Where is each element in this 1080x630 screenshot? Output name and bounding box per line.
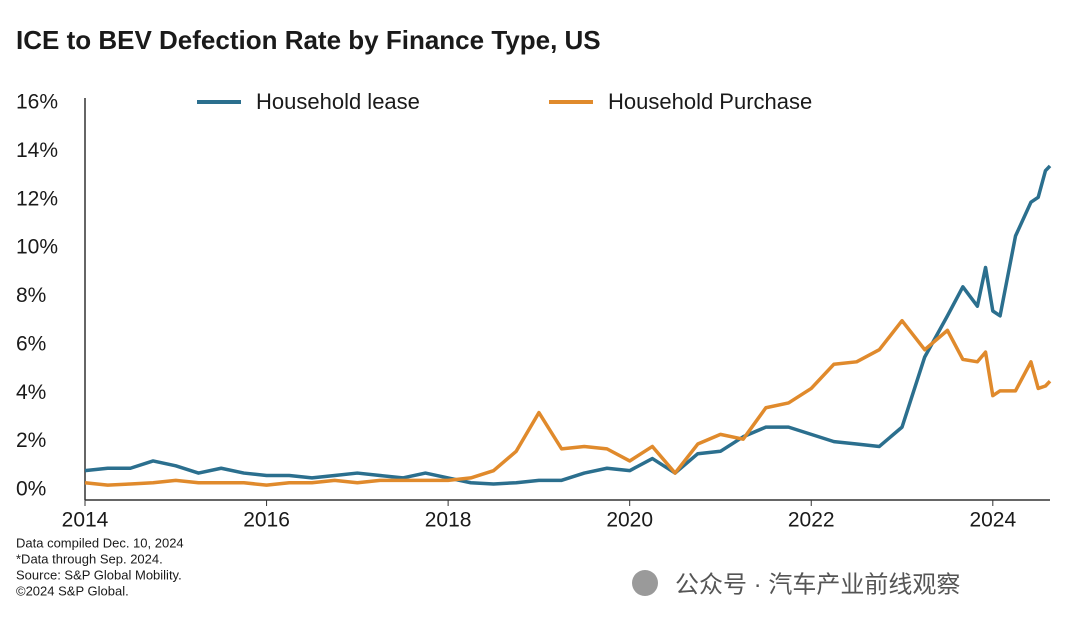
watermark-icon: [632, 570, 658, 596]
x-tick-label: 2018: [425, 509, 472, 532]
y-tick-label: 6%: [16, 332, 46, 355]
y-tick-label: 12%: [16, 187, 58, 210]
y-tick-label: 10%: [16, 236, 58, 259]
legend-label: Household lease: [256, 89, 420, 114]
y-tick-label: 16%: [16, 91, 58, 114]
line-series: [84, 164, 1052, 486]
x-tick-label: 2016: [243, 509, 290, 532]
x-tick-label: 2020: [606, 509, 653, 532]
y-tick-label: 14%: [16, 139, 58, 162]
footnote: *Data through Sep. 2024.: [16, 551, 163, 566]
footnote: Data compiled Dec. 10, 2024: [16, 535, 184, 550]
y-tick-label: 8%: [16, 284, 46, 307]
footnote: Source: S&P Global Mobility.: [16, 567, 182, 582]
legend-label: Household Purchase: [608, 89, 812, 114]
line-series: [84, 318, 1052, 487]
footnote: ©2024 S&P Global.: [16, 583, 129, 598]
x-tick-label: 2022: [788, 509, 835, 532]
y-tick-label: 2%: [16, 429, 46, 452]
y-tick-label: 0%: [16, 478, 46, 501]
y-tick-label: 4%: [16, 381, 46, 404]
x-tick-label: 2014: [62, 509, 109, 532]
watermark: 公众号 · 汽车产业前线观察: [675, 571, 960, 598]
chart-title: ICE to BEV Defection Rate by Finance Typ…: [16, 25, 601, 55]
x-tick-label: 2024: [969, 509, 1016, 532]
